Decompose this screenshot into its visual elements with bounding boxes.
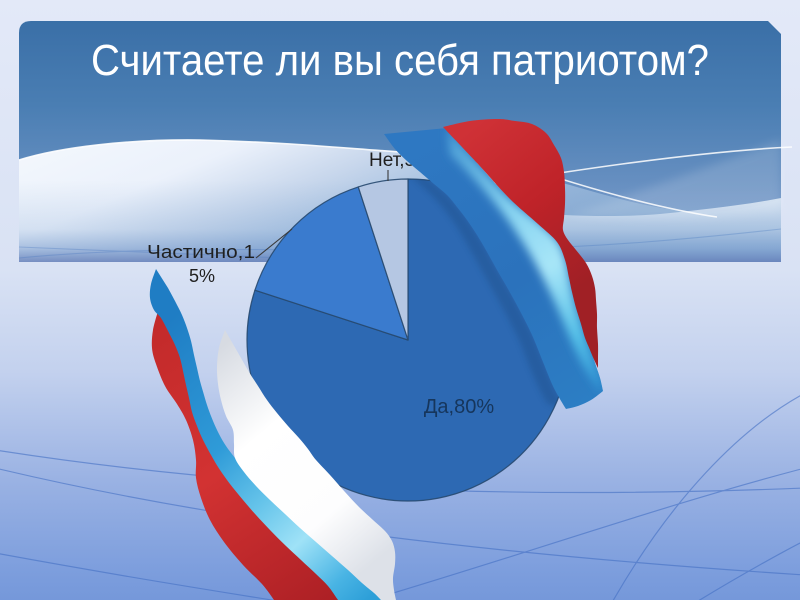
svg-text:Да,80%: Да,80% <box>424 396 494 418</box>
svg-text:Частично,1: Частично,1 <box>147 242 255 262</box>
svg-text:5%: 5% <box>189 266 215 286</box>
svg-text:Считаете ли вы себя патриотом?: Считаете ли вы себя патриотом? <box>91 36 709 85</box>
